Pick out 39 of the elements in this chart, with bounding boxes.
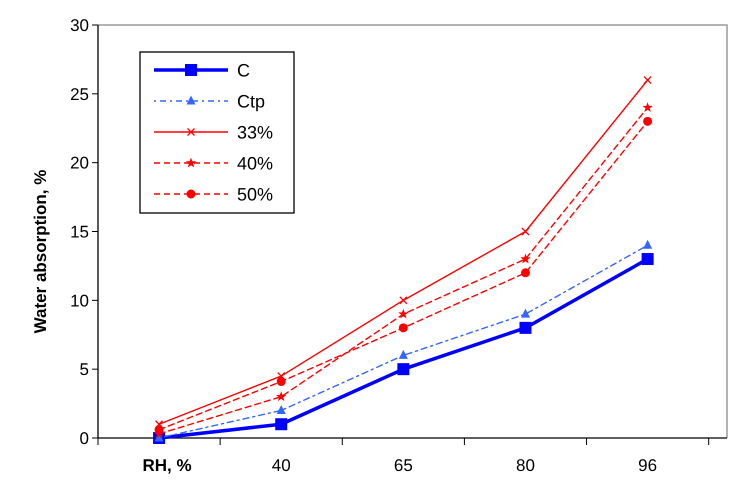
x-tick-label: 80 [516,456,535,475]
point [520,268,530,278]
point [643,240,652,249]
point [277,372,286,380]
x-tick-label: 40 [272,456,291,475]
y-tick-label: 15 [70,222,89,242]
point [643,76,652,84]
point [399,296,408,304]
legend-label: C [237,60,250,80]
y-axis-title: Water absorption, % [31,170,50,334]
y-tick-label: 20 [70,154,89,173]
y-tick-label: 25 [70,84,89,104]
point [276,377,286,386]
point [398,350,408,359]
point [642,253,654,266]
point [521,227,530,236]
point [398,308,409,319]
y-tick-label: 10 [70,291,89,310]
point [276,404,286,414]
point [397,363,410,376]
point [275,418,288,430]
point [154,420,164,428]
x-axis-title: RH, % [142,456,192,475]
point [520,254,531,264]
point [276,391,286,402]
point [643,116,652,126]
point [520,308,530,318]
point [398,323,408,332]
legend-label: 33% [237,122,274,142]
point [642,102,653,112]
legend-label: 40% [237,153,274,174]
point [519,322,532,334]
legend-label: Ctp [237,91,266,112]
y-tick-label: 5 [80,360,89,380]
x-tick-label: 96 [638,456,658,475]
legend-label: 50% [237,184,274,204]
y-tick-label: 0 [80,428,89,448]
x-tick-label: 65 [394,456,413,475]
y-tick-label: 30 [70,16,89,35]
